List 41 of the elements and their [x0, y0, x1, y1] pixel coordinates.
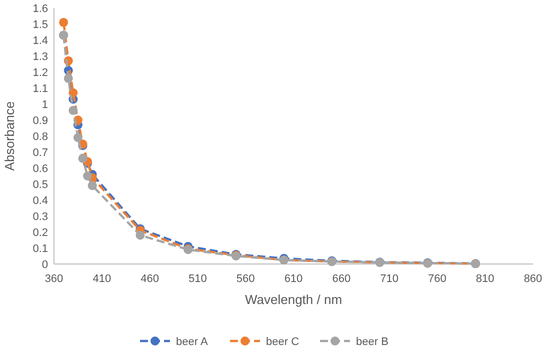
y-tick-label: 0.6	[32, 162, 48, 175]
y-tick-label: 0.1	[32, 242, 48, 255]
x-tick-label: 810	[476, 273, 494, 285]
y-tick-label: 1.3	[32, 50, 48, 63]
y-tick-label: 1.2	[32, 66, 48, 79]
legend-label: beer C	[266, 336, 300, 348]
point	[73, 133, 82, 142]
y-tick-label: 1.5	[32, 18, 48, 31]
y-tick-label: 0.2	[32, 226, 48, 239]
x-tick-label: 660	[332, 273, 351, 285]
point	[64, 74, 73, 83]
y-axis-title: Absorbance	[2, 101, 17, 171]
y-tick-label: 1	[42, 98, 48, 111]
point	[59, 18, 68, 27]
point	[136, 230, 145, 240]
x-tick-label: 560	[236, 273, 255, 285]
y-tick-label: 0.9	[32, 114, 48, 127]
x-tick-label: 860	[524, 273, 542, 285]
point	[83, 172, 92, 180]
y-tick-label: 0.7	[32, 146, 48, 159]
x-tick-label: 460	[140, 273, 159, 285]
x-tick-label: 360	[44, 273, 64, 285]
y-tick-label: 0.5	[32, 178, 48, 191]
legend-label: beer B	[356, 336, 388, 348]
y-tick-label: 1.6	[32, 2, 48, 15]
x-tick-label: 410	[92, 273, 112, 285]
y-tick-label: 1.1	[32, 82, 48, 95]
x-tick-label: 610	[284, 273, 303, 285]
x-tick-label: 710	[380, 273, 398, 285]
x-axis-title: Wavelength / nm	[244, 292, 342, 307]
y-tick-label: 0.3	[32, 210, 48, 223]
y-tick-label: 0.8	[32, 130, 48, 143]
point	[78, 154, 88, 163]
point	[88, 181, 97, 190]
y-tick-label: 1.4	[32, 34, 48, 47]
point	[68, 106, 78, 115]
legend-label: beer A	[176, 336, 208, 348]
y-tick-label: 0	[42, 258, 48, 271]
y-tick-label: 0.4	[32, 194, 48, 207]
x-tick-label: 510	[188, 273, 207, 285]
x-tick-label: 760	[428, 273, 446, 285]
